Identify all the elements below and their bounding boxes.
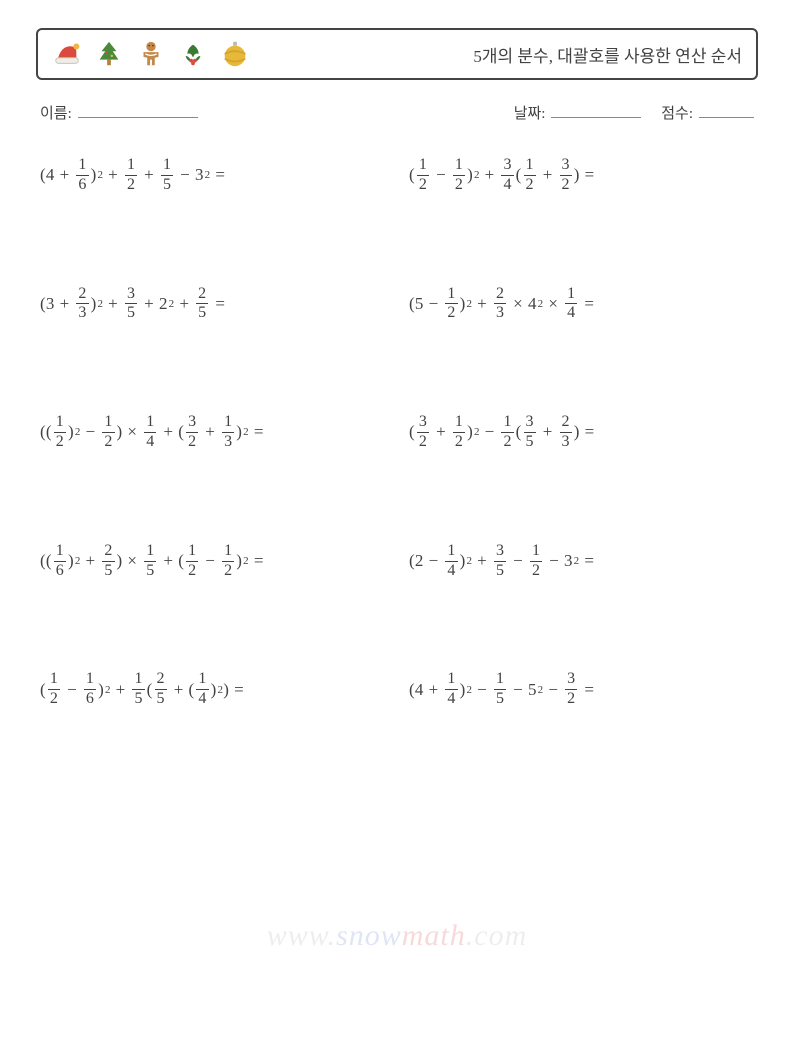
problem-10: (4+14)2−15−52−32= <box>409 671 754 708</box>
problem-9: (12−16)2+15(25+(14)2)= <box>40 671 385 708</box>
wm-prefix: www. <box>267 919 336 952</box>
santa-hat-icon <box>52 39 82 69</box>
header-banner: 5개의 분수, 대괄호를 사용한 연산 순서 <box>36 28 758 80</box>
holly-icon <box>178 39 208 69</box>
wm-suffix: .com <box>466 919 527 952</box>
score-label: 점수: <box>661 106 693 122</box>
problem-3: (3+23)2+35+22+25= <box>40 286 385 323</box>
xmas-tree-icon <box>94 39 124 69</box>
date-label: 날짜: <box>514 106 546 122</box>
problem-6: (32+12)2−12(35+23)= <box>409 414 754 451</box>
worksheet-title: 5개의 분수, 대괄호를 사용한 연산 순서 <box>473 42 742 67</box>
date-score: 날짜: 점수: <box>514 102 754 123</box>
problem-4: (5−12)2+23×42×14= <box>409 286 754 323</box>
header-icons <box>52 39 250 69</box>
problem-8: (2−14)2+35−12−32= <box>409 543 754 580</box>
wm-blue: snow <box>336 919 402 952</box>
name-label: 이름: <box>40 106 72 122</box>
problem-7: ((16)2+25)×15+(12−12)2= <box>40 543 385 580</box>
problem-5: ((12)2−12)×14+(32+13)2= <box>40 414 385 451</box>
gingerbread-icon <box>136 39 166 69</box>
name-field: 이름: <box>40 102 198 123</box>
watermark: www.snowmath.com <box>0 919 794 953</box>
wm-red: math <box>402 919 466 952</box>
info-line: 이름: 날짜: 점수: <box>40 102 754 123</box>
problem-1: (4+16)2+12+15−32= <box>40 157 385 194</box>
ornament-icon <box>220 39 250 69</box>
problems-grid: (4+16)2+12+15−32= (12−12)2+34(12+32)= (3+2… <box>36 157 758 708</box>
problem-2: (12−12)2+34(12+32)= <box>409 157 754 194</box>
